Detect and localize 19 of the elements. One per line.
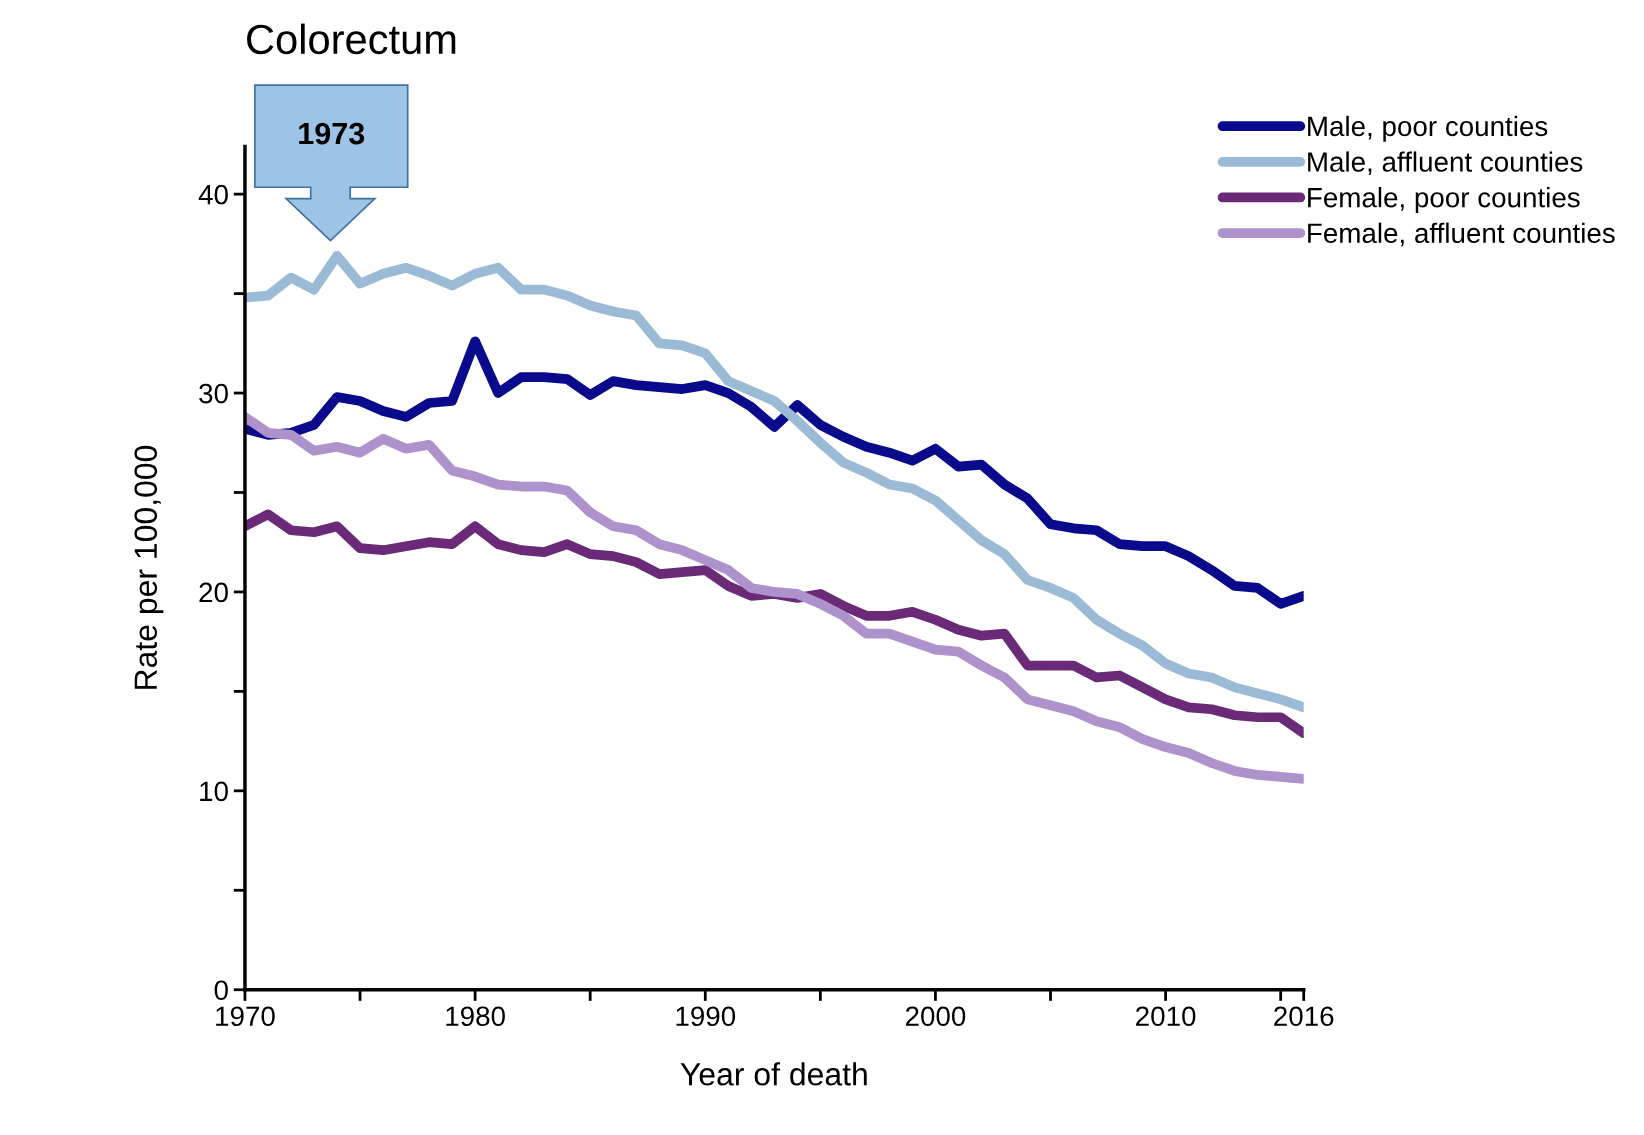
- y-tick-label: 0: [214, 980, 228, 1001]
- legend-label: Female, affluent counties: [1308, 222, 1615, 247]
- x-tick-label: 2010: [1136, 1006, 1196, 1027]
- x-tick-label: 2016: [1274, 1006, 1334, 1027]
- y-tick-label: 10: [200, 781, 228, 802]
- legend-label: Male, poor counties: [1308, 115, 1548, 142]
- legend-label: Male, affluent counties: [1308, 151, 1583, 176]
- x-tick-label: 1980: [446, 1006, 505, 1027]
- x-axis-title: Year of death: [680, 1062, 867, 1086]
- x-tick-label: 2000: [905, 1006, 966, 1027]
- legend-label: Female, poor counties: [1308, 187, 1580, 213]
- y-axis-title: Rate per 100,000: [134, 445, 164, 689]
- text: 1973: [299, 122, 365, 145]
- x-tick-label: 1990: [676, 1006, 736, 1027]
- x-tick-label: 1970: [216, 1006, 275, 1027]
- y-tick-label: 40: [198, 184, 228, 205]
- y-tick-label: 20: [199, 582, 228, 603]
- chart-title: Colorectum: [247, 23, 456, 55]
- y-tick-label: 30: [199, 383, 228, 404]
